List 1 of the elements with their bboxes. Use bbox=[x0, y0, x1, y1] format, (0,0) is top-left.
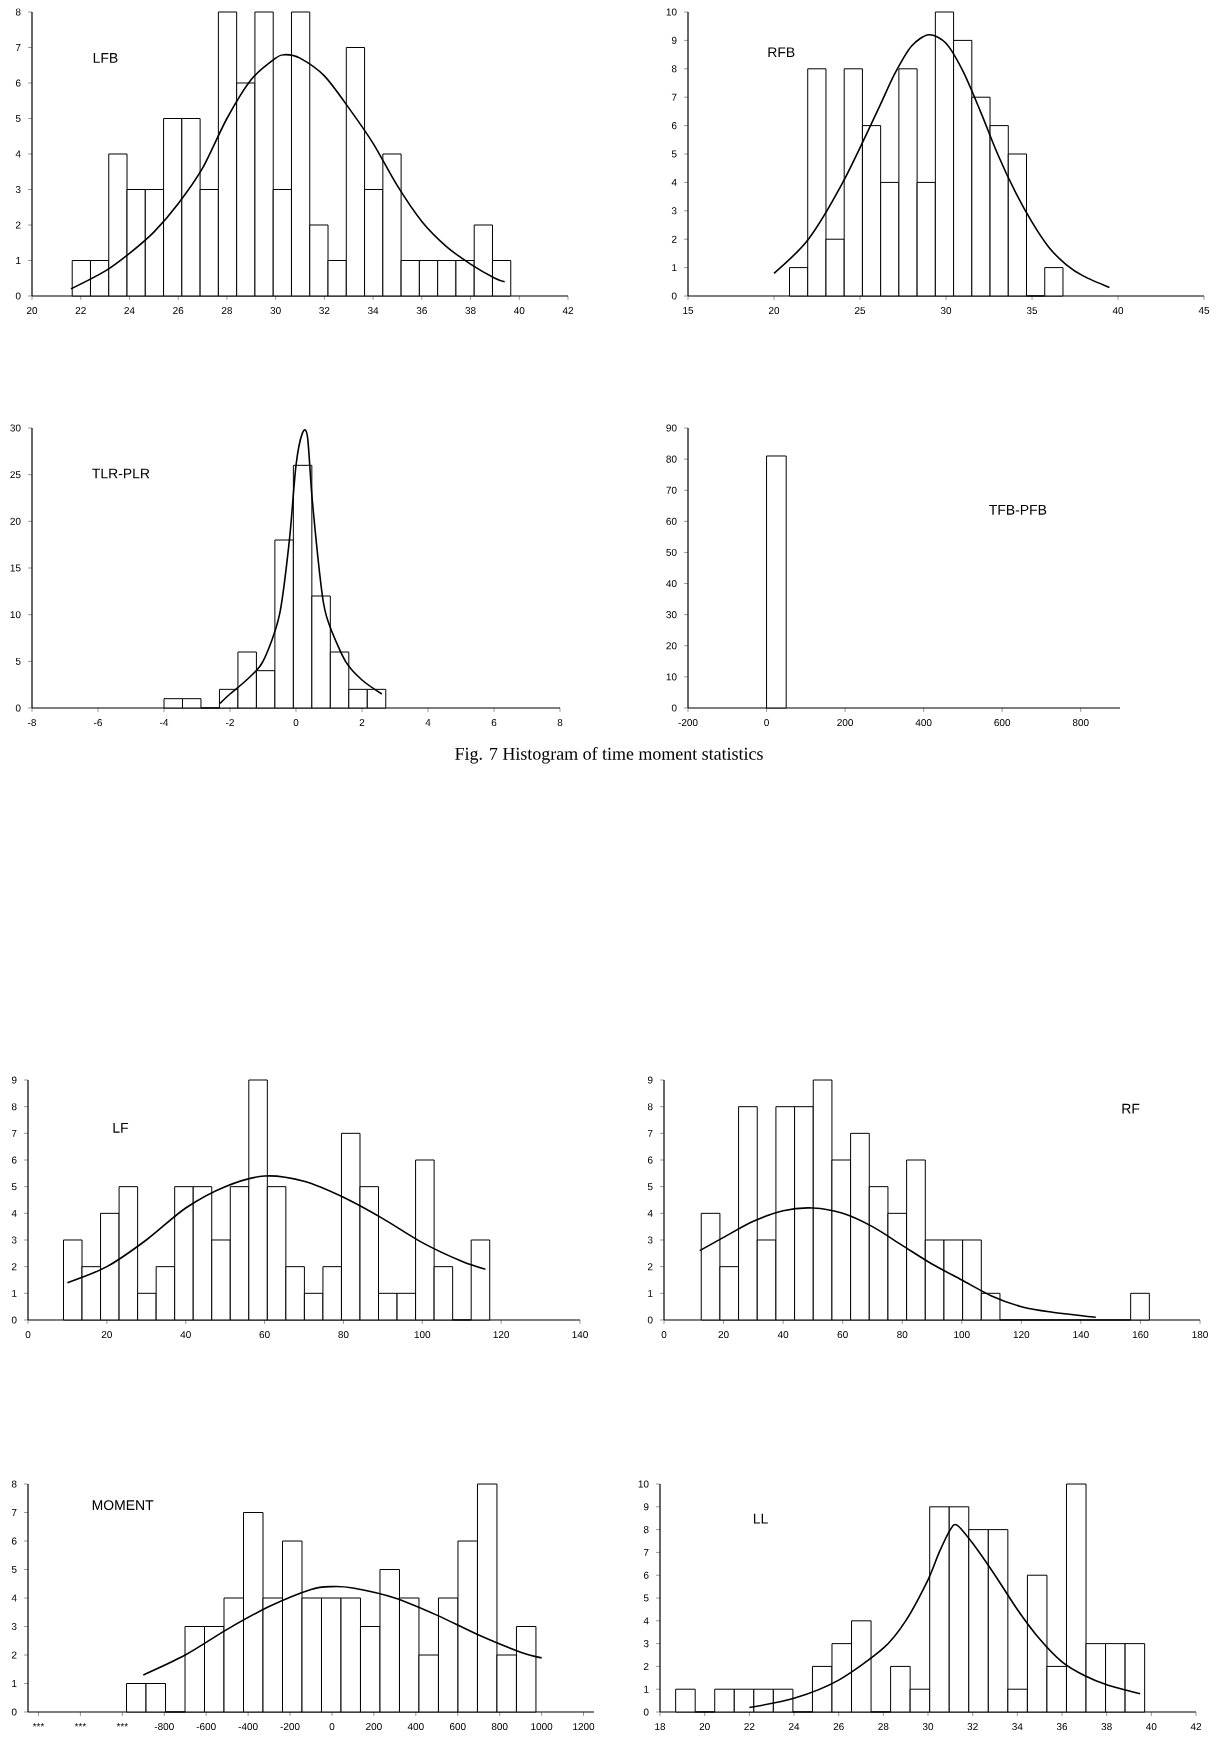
caption: Fig. 7 Histogram of time moment statistics bbox=[455, 747, 763, 764]
